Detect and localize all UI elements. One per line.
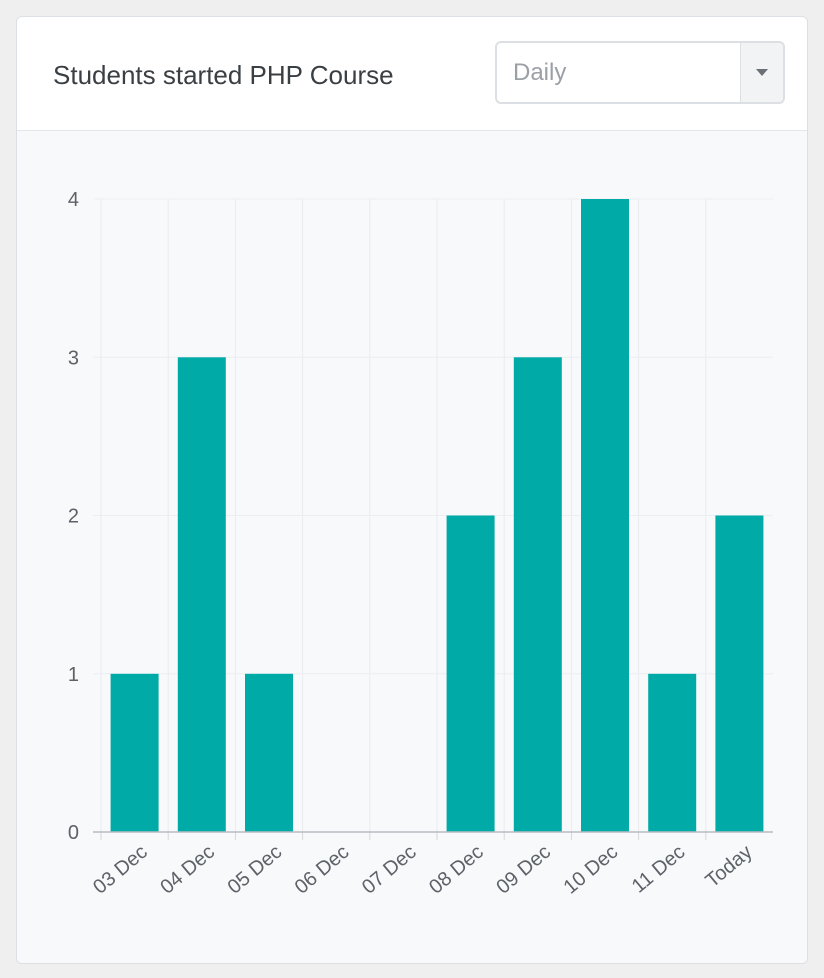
y-tick-label: 1 — [68, 664, 79, 686]
x-tick-label: 05 Dec — [224, 841, 287, 899]
x-tick-label: 03 Dec — [89, 841, 152, 899]
bar-chart: 0 1 2 3 4 03 Dec 04 Dec 05 Dec 06 Dec 07 Dec 08 D… — [68, 189, 773, 899]
chart-card: Students started PHP Course Daily 0 1 2 3 4 … — [16, 16, 808, 964]
bar-03-dec[interactable] — [110, 673, 159, 833]
x-tick-label: 04 Dec — [156, 841, 219, 899]
select-toggle-button[interactable] — [740, 43, 783, 102]
caret-down-icon — [756, 69, 768, 76]
x-tick-label: 06 Dec — [291, 841, 354, 899]
bar-08-dec[interactable] — [446, 515, 495, 833]
bar-04-dec[interactable] — [177, 357, 226, 833]
x-tick-label: 09 Dec — [492, 841, 555, 899]
x-tick-label: 11 Dec — [628, 841, 690, 898]
y-tick-label: 2 — [68, 506, 79, 528]
period-select[interactable]: Daily — [495, 41, 785, 104]
y-tick-label: 0 — [68, 822, 79, 844]
x-tick-label: Today — [702, 841, 757, 892]
x-tick-label: 10 Dec — [560, 841, 623, 899]
bar-today[interactable] — [715, 515, 764, 833]
bar-11-dec[interactable] — [648, 673, 697, 833]
bar-09-dec[interactable] — [513, 357, 562, 833]
card-title: Students started PHP Course — [53, 60, 394, 90]
y-tick-label: 3 — [68, 347, 79, 369]
x-tick-label: 08 Dec — [425, 841, 488, 899]
bar-05-dec[interactable] — [245, 673, 293, 833]
bar-10-dec[interactable] — [581, 199, 629, 832]
period-select-value: Daily — [513, 59, 567, 86]
x-tick-label: 07 Dec — [358, 841, 421, 899]
chart-area: 0 1 2 3 4 03 Dec 04 Dec 05 Dec 06 Dec 07 Dec 08 D… — [17, 131, 807, 963]
y-tick-label: 4 — [68, 189, 79, 211]
card-header: Students started PHP Course Daily — [17, 17, 807, 131]
